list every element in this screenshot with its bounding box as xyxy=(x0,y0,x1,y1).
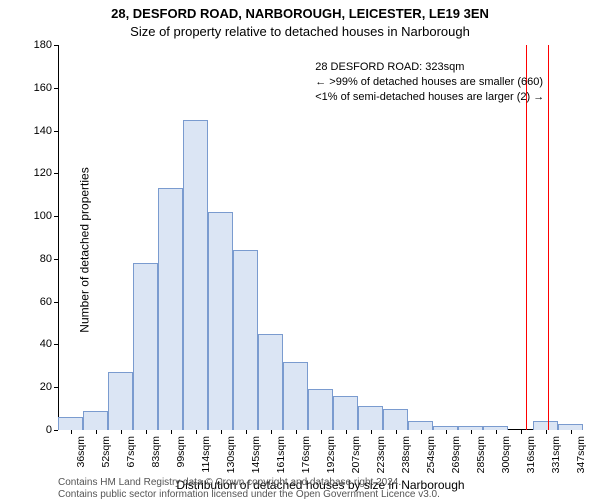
y-tick xyxy=(54,387,58,388)
histogram-bar xyxy=(58,417,83,430)
x-tick-label: 347sqm xyxy=(575,436,587,473)
x-tick-label: 223sqm xyxy=(375,436,387,473)
y-tick-label: 140 xyxy=(34,125,52,137)
x-tick xyxy=(521,430,522,434)
x-tick-label: 316sqm xyxy=(525,436,537,473)
y-tick xyxy=(54,173,58,174)
histogram-bar xyxy=(283,362,308,430)
marker-line xyxy=(548,45,549,430)
x-tick xyxy=(271,430,272,434)
y-tick xyxy=(54,45,58,46)
y-tick xyxy=(54,216,58,217)
histogram-bar xyxy=(408,421,433,430)
x-tick xyxy=(296,430,297,434)
histogram-bar xyxy=(233,250,258,430)
x-tick xyxy=(146,430,147,434)
histogram-bar xyxy=(383,409,408,430)
chart-subtitle: Size of property relative to detached ho… xyxy=(0,24,600,39)
y-tick-label: 180 xyxy=(34,39,52,51)
x-tick xyxy=(571,430,572,434)
y-tick xyxy=(54,259,58,260)
histogram-bar xyxy=(183,120,208,430)
x-tick xyxy=(471,430,472,434)
x-tick xyxy=(71,430,72,434)
y-tick-label: 80 xyxy=(40,253,52,265)
x-tick xyxy=(371,430,372,434)
y-tick-label: 60 xyxy=(40,296,52,308)
annotation-box: 28 DESFORD ROAD: 323sqm← >99% of detache… xyxy=(315,60,544,105)
histogram-bar xyxy=(108,372,133,430)
x-tick-label: 192sqm xyxy=(325,436,337,473)
y-tick-label: 0 xyxy=(46,424,52,436)
x-tick-label: 52sqm xyxy=(100,436,112,468)
x-tick xyxy=(221,430,222,434)
histogram-bar xyxy=(133,263,158,430)
histogram-bar xyxy=(158,188,183,430)
x-tick xyxy=(546,430,547,434)
x-tick xyxy=(346,430,347,434)
histogram-bar xyxy=(533,421,558,430)
x-tick-label: 36sqm xyxy=(75,436,87,468)
x-tick xyxy=(446,430,447,434)
footer-line-2: Contains public sector information licen… xyxy=(58,489,590,500)
x-tick xyxy=(196,430,197,434)
x-tick-label: 254sqm xyxy=(425,436,437,473)
x-tick-label: 161sqm xyxy=(275,436,287,473)
x-tick xyxy=(496,430,497,434)
x-tick-label: 145sqm xyxy=(250,436,262,473)
y-tick xyxy=(54,430,58,431)
y-tick xyxy=(54,302,58,303)
x-tick-label: 83sqm xyxy=(150,436,162,468)
y-tick-label: 20 xyxy=(40,381,52,393)
y-axis-line xyxy=(58,45,59,430)
y-tick-label: 160 xyxy=(34,82,52,94)
x-tick-label: 67sqm xyxy=(125,436,137,468)
x-tick xyxy=(121,430,122,434)
annotation-line: ← >99% of detached houses are smaller (6… xyxy=(315,75,544,90)
x-tick-label: 285sqm xyxy=(475,436,487,473)
histogram-bar xyxy=(308,389,333,430)
x-tick xyxy=(421,430,422,434)
x-tick xyxy=(396,430,397,434)
plot-area: Distribution of detached houses by size … xyxy=(58,45,583,430)
x-tick xyxy=(171,430,172,434)
x-tick-label: 269sqm xyxy=(450,436,462,473)
y-tick xyxy=(54,131,58,132)
x-tick-label: 176sqm xyxy=(300,436,312,473)
y-tick xyxy=(54,88,58,89)
x-tick xyxy=(246,430,247,434)
x-tick-label: 207sqm xyxy=(350,436,362,473)
y-tick-label: 100 xyxy=(34,210,52,222)
annotation-line: <1% of semi-detached houses are larger (… xyxy=(315,90,544,105)
histogram-bar xyxy=(358,406,383,430)
histogram-bar xyxy=(83,411,108,430)
chart-title: 28, DESFORD ROAD, NARBOROUGH, LEICESTER,… xyxy=(0,6,600,21)
x-tick-label: 300sqm xyxy=(500,436,512,473)
histogram-bar xyxy=(333,396,358,430)
y-tick-label: 120 xyxy=(34,167,52,179)
y-tick-label: 40 xyxy=(40,338,52,350)
x-tick-label: 114sqm xyxy=(200,436,212,473)
histogram-bar xyxy=(258,334,283,430)
histogram-bar xyxy=(208,212,233,430)
x-tick-label: 238sqm xyxy=(400,436,412,473)
x-tick xyxy=(321,430,322,434)
x-tick xyxy=(96,430,97,434)
x-tick-label: 99sqm xyxy=(175,436,187,468)
footer-line-1: Contains HM Land Registry data © Crown c… xyxy=(58,477,590,488)
y-tick xyxy=(54,344,58,345)
annotation-line: 28 DESFORD ROAD: 323sqm xyxy=(315,60,544,75)
x-tick-label: 130sqm xyxy=(225,436,237,473)
chart-container: 28, DESFORD ROAD, NARBOROUGH, LEICESTER,… xyxy=(0,0,600,500)
x-tick-label: 331sqm xyxy=(550,436,562,473)
